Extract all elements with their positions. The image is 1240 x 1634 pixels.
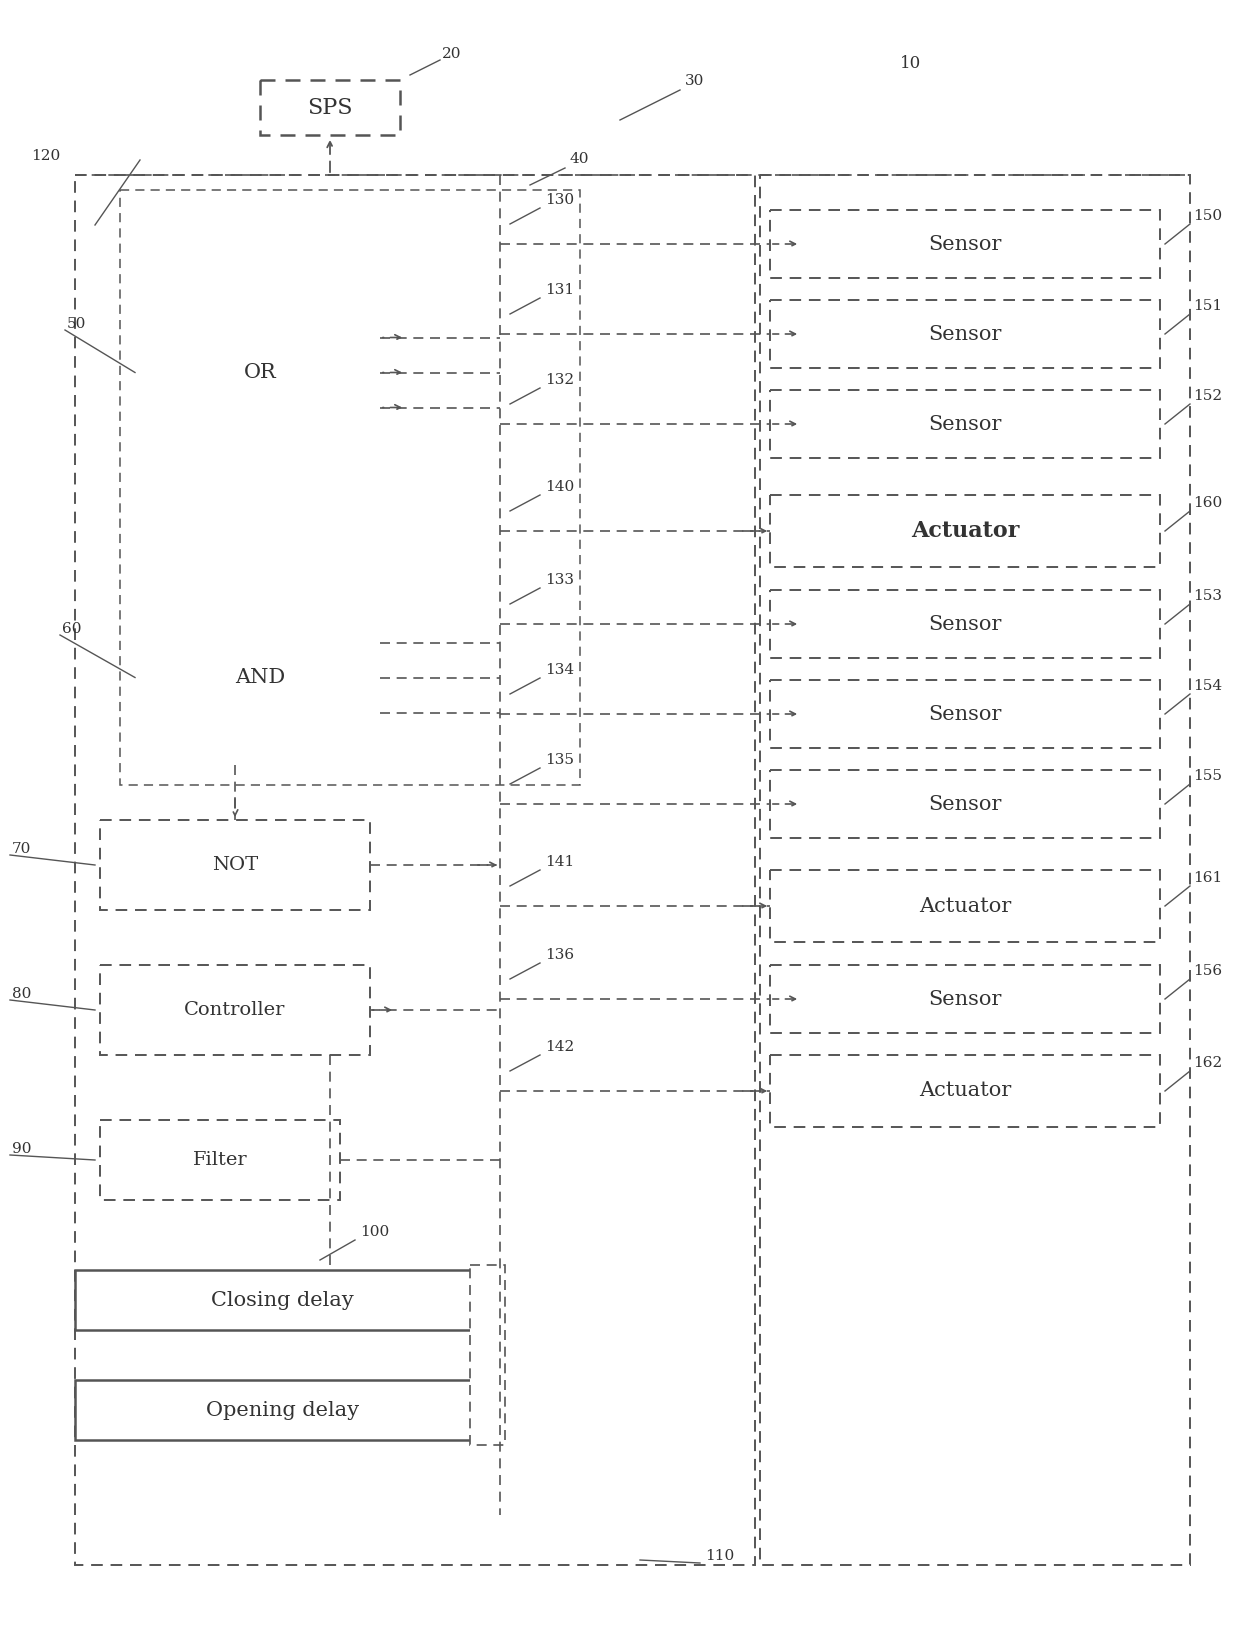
Text: 50: 50 (67, 317, 87, 332)
Text: Actuator: Actuator (911, 520, 1019, 542)
Bar (770, 680, 1159, 748)
Text: Closing delay: Closing delay (211, 1291, 353, 1309)
Text: 100: 100 (360, 1226, 389, 1239)
Text: 135: 135 (546, 753, 574, 766)
Text: AND: AND (234, 668, 285, 686)
Text: 80: 80 (12, 987, 31, 1002)
Text: Controller: Controller (185, 1002, 285, 1020)
Bar (100, 1119, 340, 1199)
Text: 140: 140 (546, 480, 574, 493)
Bar (770, 770, 1159, 838)
Text: 151: 151 (1193, 299, 1223, 314)
Bar (140, 284, 379, 461)
Bar (100, 966, 370, 1056)
Text: 40: 40 (570, 152, 589, 167)
Bar (140, 590, 379, 765)
Text: 162: 162 (1193, 1056, 1223, 1070)
Text: 10: 10 (900, 56, 921, 72)
Text: Actuator: Actuator (919, 1082, 1011, 1101)
Text: 150: 150 (1193, 209, 1223, 222)
Text: NOT: NOT (212, 856, 258, 874)
Text: 160: 160 (1193, 497, 1223, 510)
Bar (74, 1270, 490, 1330)
Text: Sensor: Sensor (929, 415, 1002, 433)
Bar (100, 820, 370, 910)
Text: 136: 136 (546, 948, 574, 962)
Text: 156: 156 (1193, 964, 1223, 979)
Text: 70: 70 (12, 842, 31, 856)
Bar (260, 80, 401, 136)
Text: 152: 152 (1193, 389, 1223, 404)
Text: Sensor: Sensor (929, 614, 1002, 634)
Text: Sensor: Sensor (929, 990, 1002, 1008)
Text: 154: 154 (1193, 680, 1223, 693)
Text: 30: 30 (684, 74, 704, 88)
Text: Sensor: Sensor (929, 325, 1002, 343)
Text: Sensor: Sensor (929, 235, 1002, 253)
Bar (74, 175, 755, 1565)
Text: 20: 20 (441, 47, 461, 60)
Text: Actuator: Actuator (919, 897, 1011, 915)
Text: OR: OR (243, 363, 277, 382)
Bar (760, 175, 1190, 1565)
Bar (770, 391, 1159, 458)
Text: 141: 141 (546, 855, 574, 869)
Text: 60: 60 (62, 623, 82, 636)
Text: 161: 161 (1193, 871, 1223, 886)
Bar (470, 1265, 505, 1444)
Text: 120: 120 (31, 149, 60, 163)
Text: 133: 133 (546, 574, 574, 587)
Bar (770, 869, 1159, 941)
Text: Sensor: Sensor (929, 794, 1002, 814)
Bar (770, 966, 1159, 1033)
Text: Filter: Filter (192, 1150, 247, 1168)
Bar (770, 495, 1159, 567)
Text: 153: 153 (1193, 588, 1221, 603)
Text: Opening delay: Opening delay (206, 1400, 360, 1420)
Text: 110: 110 (706, 1549, 734, 1564)
Bar (770, 590, 1159, 659)
Text: 131: 131 (546, 283, 574, 297)
Text: 142: 142 (546, 1039, 574, 1054)
Text: 90: 90 (12, 1142, 31, 1155)
Text: Sensor: Sensor (929, 704, 1002, 724)
Bar (770, 211, 1159, 278)
Bar (74, 1381, 490, 1440)
Text: SPS: SPS (308, 96, 352, 119)
Text: 155: 155 (1193, 770, 1221, 783)
Bar (770, 1056, 1159, 1127)
Bar (770, 301, 1159, 368)
Text: 134: 134 (546, 663, 574, 676)
Text: 132: 132 (546, 373, 574, 387)
Text: 130: 130 (546, 193, 574, 208)
Bar (120, 190, 580, 784)
